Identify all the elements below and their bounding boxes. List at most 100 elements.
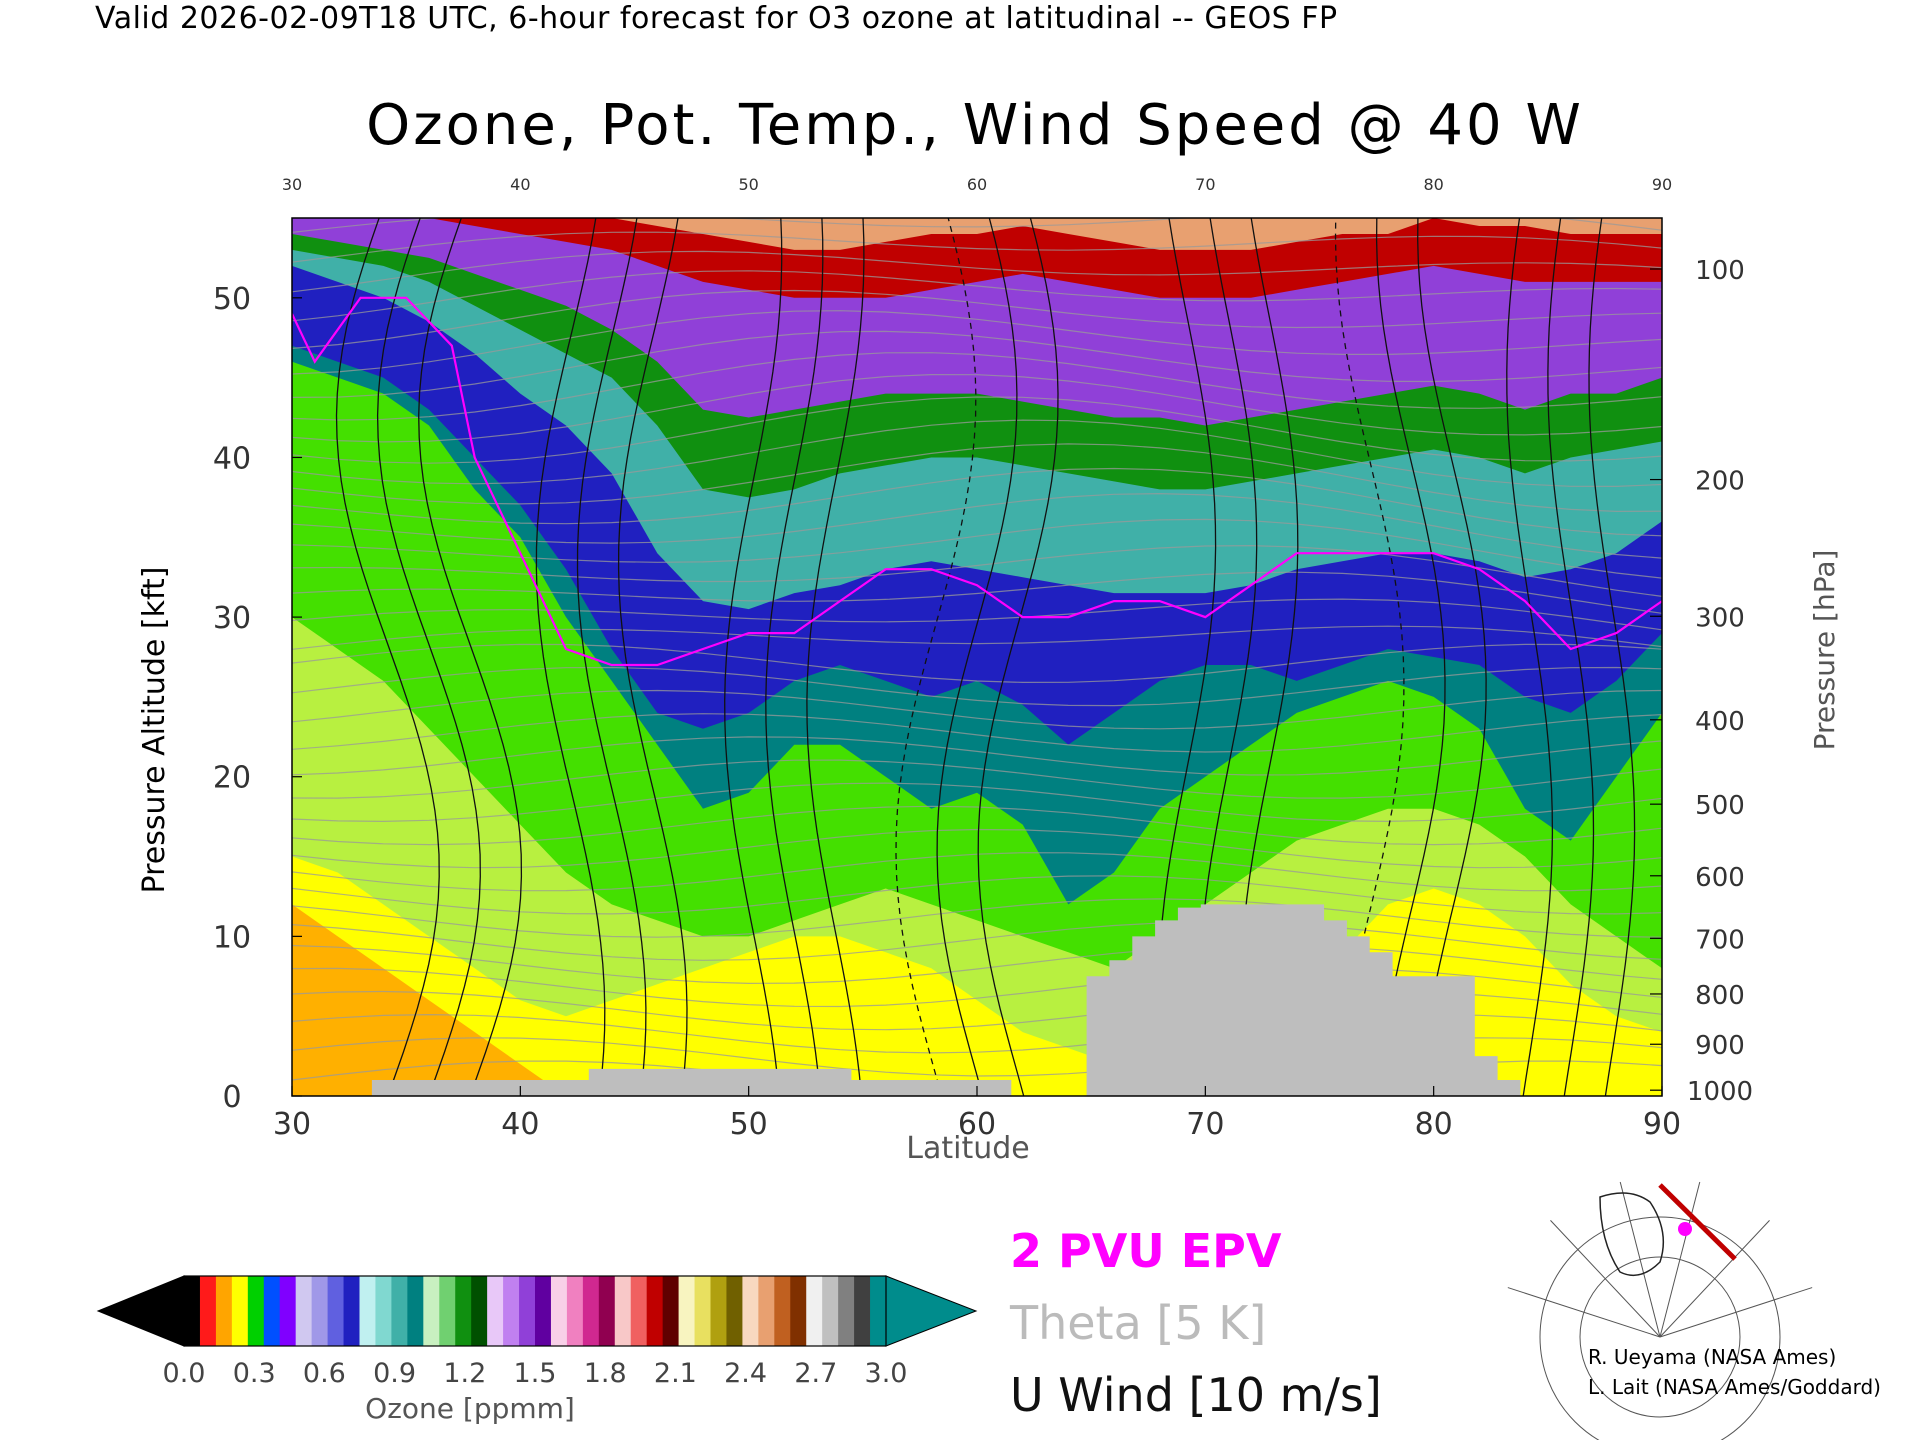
theta-isentrope — [292, 352, 1662, 421]
colorbar-segment — [550, 1276, 568, 1346]
colorbar-segment — [566, 1276, 584, 1346]
x-top-tick-label: 70 — [1195, 175, 1215, 194]
u-wind-contour — [617, 218, 688, 1096]
colorbar-segment — [199, 1276, 217, 1346]
pressure-tick-label: 600 — [1695, 863, 1745, 893]
colorbar-segment — [327, 1276, 345, 1346]
colorbar-segment — [263, 1276, 281, 1346]
u-wind-contour — [806, 218, 865, 1096]
x-tick-label: 50 — [730, 1107, 768, 1142]
colorbar-segment — [614, 1276, 632, 1346]
x-top-tick-label: 50 — [738, 175, 758, 194]
colorbar-segment — [407, 1276, 424, 1346]
epv-2pvu-line — [292, 296, 1662, 667]
theta-isentrope — [292, 396, 1662, 464]
colorbar-segment — [774, 1276, 791, 1346]
colorbar-segment — [439, 1276, 456, 1346]
locator-map-latring — [1539, 1216, 1781, 1440]
colorbar-tick-label: 0.6 — [303, 1358, 346, 1389]
u-wind-contour — [765, 218, 824, 1096]
colorbar-segment — [535, 1276, 552, 1346]
colorbar-segment — [231, 1276, 249, 1346]
theta-isentrope — [292, 310, 1662, 375]
theta-isentrope — [292, 270, 1662, 322]
theta-isentrope — [292, 571, 1662, 614]
u-wind-contour — [576, 218, 647, 1096]
colorbar-tick-label: 0.9 — [373, 1358, 416, 1389]
plot-area — [292, 218, 1662, 1096]
y-tick-label: 30 — [213, 601, 251, 636]
x-top-tick-label: 80 — [1423, 175, 1443, 194]
x-tick-label: 60 — [958, 1107, 996, 1142]
colorbar-under-arrow — [96, 1275, 185, 1347]
u-wind-contour — [335, 218, 440, 1096]
theta-isentrope — [292, 643, 1662, 684]
x-top-tick-label: 40 — [510, 175, 530, 194]
colorbar-tick-label: 3.0 — [865, 1358, 908, 1389]
colorbar-segment — [854, 1276, 871, 1346]
locator-map-coastline — [1599, 1192, 1665, 1277]
theta-isentrope — [292, 544, 1662, 597]
x-tick-label: 40 — [501, 1107, 539, 1142]
colorbar-segment — [343, 1276, 361, 1346]
theta-isentrope — [292, 250, 1662, 293]
locator-map-section-line — [1658, 1183, 1737, 1261]
theta-isentrope — [292, 759, 1662, 799]
colorbar-segment — [423, 1276, 440, 1346]
theta-isentrope — [292, 467, 1662, 537]
colorbar-segment — [279, 1276, 297, 1346]
legend-epv: 2 PVU EPV — [1010, 1224, 1282, 1278]
colorbar-tick-label: 0.3 — [233, 1358, 276, 1389]
y-tick-label: 0 — [222, 1080, 241, 1115]
theta-isentrope — [292, 898, 1662, 938]
colorbar-frame — [183, 1275, 887, 1347]
theta-isentrope — [292, 967, 1662, 1008]
colorbar-segment — [311, 1276, 329, 1346]
colorbar-segment — [806, 1276, 823, 1346]
colorbar-tick-label: 0.0 — [163, 1358, 206, 1389]
theta-isentrope — [292, 782, 1662, 823]
colorbar-segment — [758, 1276, 775, 1346]
colorbar-segment — [742, 1276, 759, 1346]
theta-isentrope — [292, 373, 1662, 443]
colorbar-tick-label: 1.8 — [584, 1358, 627, 1389]
theta-isentrope — [292, 689, 1662, 730]
x-tick-label: 80 — [1415, 1107, 1453, 1142]
credit-line-1: R. Ueyama (NASA Ames) — [1588, 1345, 1837, 1369]
colorbar-segment — [503, 1276, 520, 1346]
colorbar-segment — [487, 1276, 504, 1346]
pressure-tick-label: 700 — [1695, 925, 1745, 955]
locator-map-meridian — [1507, 1287, 1661, 1338]
colorbar-segment — [646, 1276, 664, 1346]
chart-title: Ozone, Pot. Temp., Wind Speed @ 40 W — [366, 93, 1584, 158]
theta-isentrope — [292, 598, 1662, 631]
locator-map-meridian — [1659, 1220, 1770, 1338]
colorbar-tick-label: 1.2 — [443, 1358, 486, 1389]
pressure-tick-label: 400 — [1695, 707, 1745, 737]
theta-isentrope — [292, 875, 1662, 915]
locator-map-meridian — [1550, 1220, 1661, 1338]
theta-isentrope — [292, 231, 1662, 263]
colorbar-segment — [662, 1276, 680, 1346]
pressure-tick-label: 100 — [1695, 256, 1745, 286]
y-axis-right-label: Pressure [hPa] — [1808, 549, 1841, 751]
locator-map-latring — [1579, 1256, 1741, 1418]
colorbar-segment — [295, 1276, 313, 1346]
theta-isentrope — [292, 443, 1662, 513]
colorbar-tick-label: 2.1 — [654, 1358, 697, 1389]
theta-isentrope — [292, 666, 1662, 707]
colorbar-segment — [822, 1276, 839, 1346]
x-tick-label: 30 — [273, 1107, 311, 1142]
pressure-tick-label: 500 — [1695, 791, 1745, 821]
theta-isentrope — [292, 921, 1662, 961]
theta-isentrope — [292, 944, 1662, 985]
theta-isentrope — [292, 218, 1662, 233]
valid-time-header: Valid 2026-02-09T18 UTC, 6-hour forecast… — [95, 1, 1338, 36]
locator-map-marker — [1678, 1222, 1692, 1236]
colorbar-segment — [838, 1276, 855, 1346]
u-wind-contour — [724, 218, 783, 1096]
credit-line-2: L. Lait (NASA Ames/Goddard) — [1588, 1375, 1881, 1399]
colorbar-segment — [184, 1276, 201, 1346]
u-wind-contour — [376, 218, 481, 1096]
